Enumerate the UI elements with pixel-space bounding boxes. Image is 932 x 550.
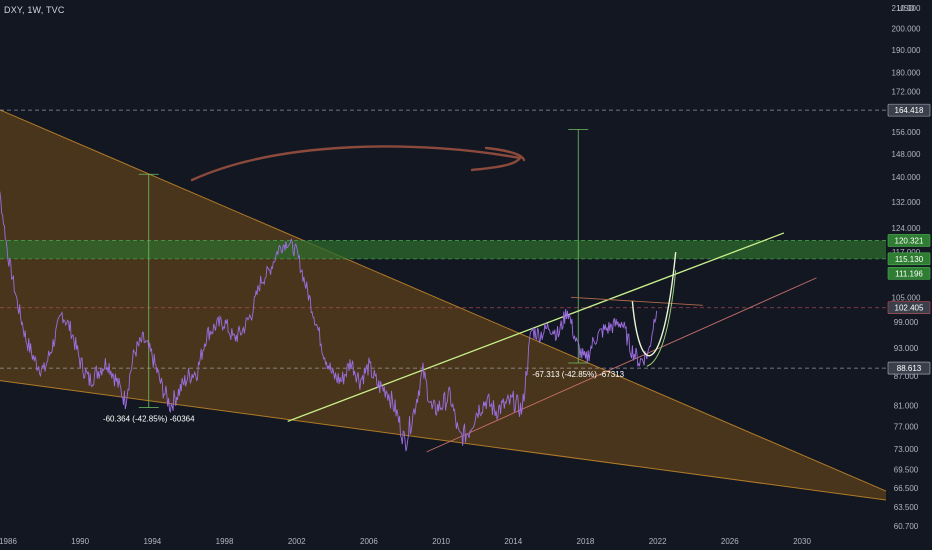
plot-layer: -60.364 (-42.85%) -60364 -67.313 (-42.85%…: [0, 109, 887, 501]
price-tick-15: 93.000: [894, 344, 919, 353]
price-tag-label-1: 120.321: [895, 236, 924, 245]
price-tick-22: 63.500: [894, 503, 919, 512]
currency-label: USD: [898, 4, 915, 13]
price-tick-18: 77.000: [894, 423, 919, 432]
price-tick-19: 73.000: [894, 445, 919, 454]
price-tick-10: 124.000: [892, 224, 921, 233]
price-tick-0: 210.000: [892, 4, 921, 13]
price-tag-label-4: 102.405: [895, 304, 924, 313]
price-tag-5: 88.613: [887, 361, 931, 375]
upper-trendline: [287, 232, 785, 422]
time-tick-11: 2030: [793, 537, 811, 546]
price-tick-21: 66.500: [894, 484, 919, 493]
price-tag-box-1: [887, 234, 931, 247]
price-tick-9: 132.000: [892, 198, 921, 207]
price-tick-4: 172.000: [892, 87, 921, 96]
price-tag-0: 164.418: [887, 103, 931, 117]
price-tag-box-0: [887, 103, 931, 117]
price-tick-17: 81.000: [894, 402, 919, 411]
price-tag-box-3: [887, 267, 931, 280]
wedge-lower-line: [0, 380, 887, 501]
arrow-head: [484, 146, 526, 162]
price-tag-box-5: [887, 361, 931, 375]
price-tag-label-2: 115.130: [895, 255, 924, 264]
time-tick-7: 2014: [504, 537, 522, 546]
price-tick-20: 69.500: [894, 465, 919, 474]
time-axis: 1986 1990 1994 1998 2002 2006 2010 2014 2018 2022…: [0, 532, 932, 550]
price-tick-6: 156.000: [892, 128, 921, 137]
price-tag-box-2: [887, 252, 931, 266]
measure-label-0: -60.364 (-42.85%) -60364: [103, 415, 195, 424]
price-tag-3: 111.196: [887, 267, 931, 280]
cup-inner-projection: [646, 270, 677, 367]
time-tick-8: 2018: [577, 537, 595, 546]
time-tick-0: 1986: [0, 537, 17, 546]
price-tick-3: 180.000: [892, 68, 921, 77]
time-tick-10: 2026: [721, 537, 739, 546]
measure-label-1: -67.313 (-42.85%) -67313: [532, 370, 624, 379]
wedge-fill: [0, 109, 886, 501]
price-tag-label-5: 88.613: [897, 364, 922, 373]
zone-band-0: [0, 240, 886, 259]
price-tick-7: 148.000: [892, 150, 921, 159]
price-series-line: [0, 191, 658, 452]
cup-projection: [631, 252, 677, 357]
time-tick-2: 1994: [143, 537, 161, 546]
price-tick-1: 200.000: [892, 24, 921, 33]
handle-line: [570, 296, 703, 306]
time-tick-4: 2002: [288, 537, 306, 546]
time-tick-3: 1998: [216, 537, 234, 546]
price-tag-box-4: [887, 301, 931, 315]
time-tick-1: 1990: [71, 537, 89, 546]
price-tick-23: 60.700: [894, 522, 919, 531]
price-tag-label-0: 164.418: [895, 106, 924, 115]
price-tick-2: 190.000: [892, 46, 921, 55]
price-tick-13: 105.000: [892, 293, 921, 302]
lower-trendline: [426, 277, 817, 453]
time-tick-9: 2022: [649, 537, 667, 546]
symbol-label: DXY, 1W, TVC: [4, 5, 65, 15]
price-tag-4: 102.405: [887, 301, 931, 315]
price-tick-16: 87.000: [894, 372, 919, 381]
price-tags: 164.418 120.321 115.130 111.196 102.405 88.61…: [887, 103, 931, 375]
price-tick-8: 140.000: [892, 173, 921, 182]
time-tick-5: 2006: [360, 537, 378, 546]
price-tick-14: 99.000: [894, 318, 919, 327]
time-tick-6: 2010: [432, 537, 450, 546]
price-tag-1: 120.321: [887, 234, 931, 247]
arrow-annotation: [190, 145, 522, 182]
price-tag-label-3: 111.196: [895, 269, 923, 278]
time-axis-bg: [0, 532, 932, 550]
wedge-upper-line: [0, 109, 887, 492]
price-tag-2: 115.130: [887, 252, 931, 266]
